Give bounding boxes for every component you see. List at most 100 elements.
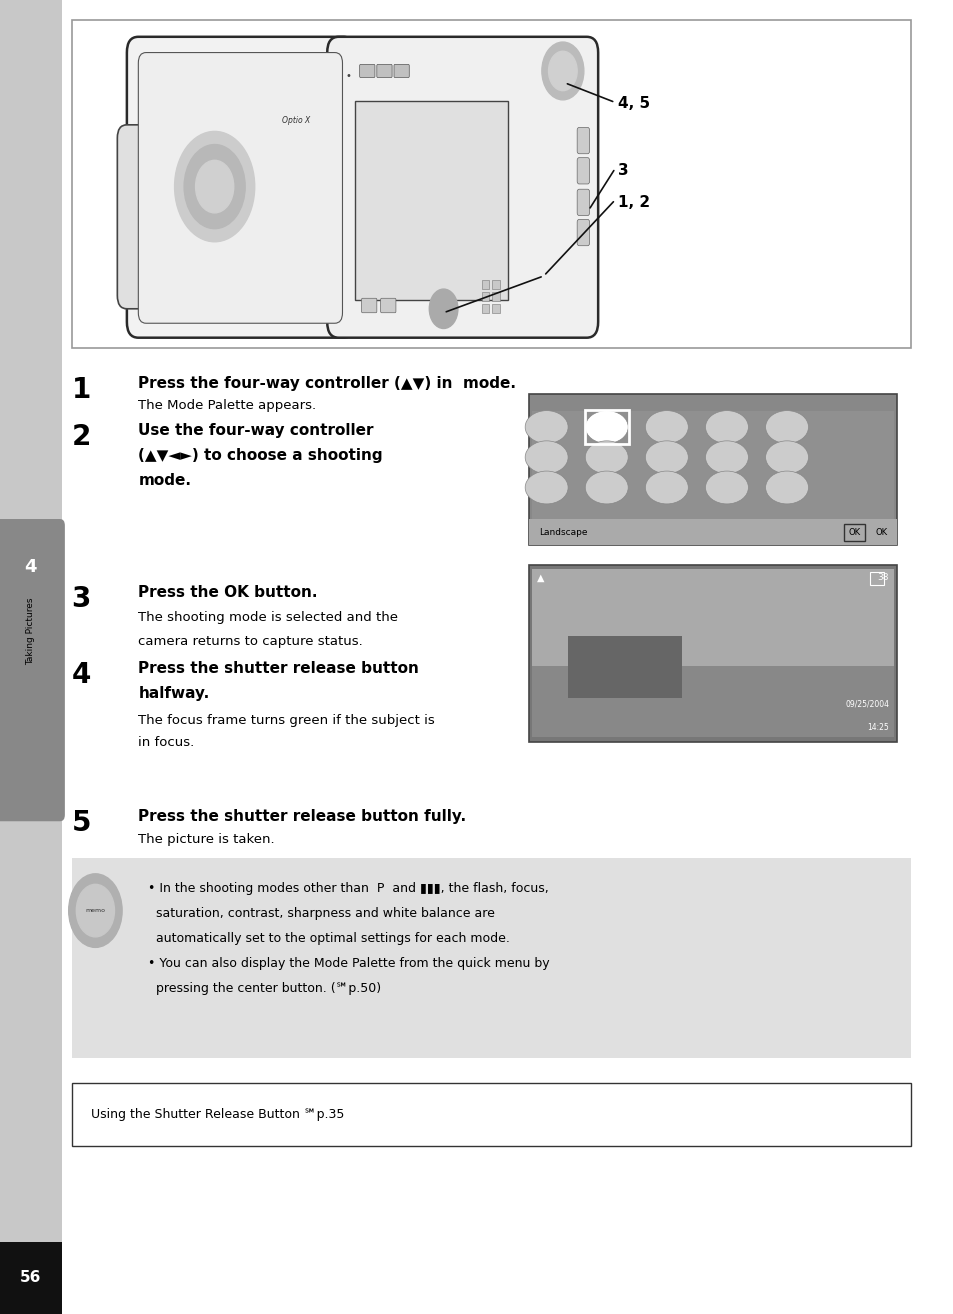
Text: Press the shutter release button fully.: Press the shutter release button fully. (138, 809, 466, 824)
Ellipse shape (525, 472, 568, 505)
FancyBboxPatch shape (359, 64, 375, 78)
Bar (532, 569, 893, 671)
Text: Use the four-way controller: Use the four-way controller (138, 423, 374, 438)
Text: automatically set to the optimal settings for each mode.: automatically set to the optimal setting… (148, 932, 509, 945)
FancyBboxPatch shape (577, 189, 589, 215)
Text: (▲▼◄►) to choose a shooting: (▲▼◄►) to choose a shooting (138, 448, 382, 463)
Text: The Mode Palette appears.: The Mode Palette appears. (138, 399, 316, 413)
Ellipse shape (585, 442, 628, 474)
Text: Landscape: Landscape (538, 528, 587, 536)
Text: 4, 5: 4, 5 (618, 96, 650, 112)
Bar (0, 1242, 62, 1314)
FancyBboxPatch shape (355, 101, 508, 300)
FancyBboxPatch shape (361, 298, 376, 313)
Circle shape (76, 884, 114, 937)
Text: • In the shooting modes other than  P  and ▮▮▮, the flash, focus,: • In the shooting modes other than P and… (148, 882, 548, 895)
Text: 14:25: 14:25 (866, 723, 888, 732)
Bar (584, 410, 628, 444)
Ellipse shape (764, 442, 808, 474)
Ellipse shape (704, 411, 748, 444)
Circle shape (541, 42, 583, 100)
Circle shape (429, 289, 457, 328)
Bar (481, 292, 489, 301)
Text: 3: 3 (71, 585, 91, 612)
Text: OK: OK (848, 528, 860, 536)
Text: Press the shutter release button: Press the shutter release button (138, 661, 418, 675)
Text: Optio X: Optio X (281, 117, 310, 125)
Bar (532, 666, 893, 737)
Ellipse shape (764, 411, 808, 444)
Text: camera returns to capture status.: camera returns to capture status. (138, 635, 363, 648)
FancyBboxPatch shape (380, 298, 395, 313)
Text: 4: 4 (71, 661, 91, 689)
Bar (71, 858, 910, 1058)
Text: memo: memo (86, 908, 105, 913)
Bar (567, 636, 681, 698)
Bar (481, 304, 489, 313)
Text: Using the Shutter Release Button ℠p.35: Using the Shutter Release Button ℠p.35 (91, 1108, 344, 1121)
Bar (71, 1083, 910, 1146)
Ellipse shape (644, 472, 688, 505)
Text: 1, 2: 1, 2 (618, 194, 650, 210)
Text: 1: 1 (71, 376, 91, 403)
Text: •: • (345, 71, 351, 81)
Text: ▲: ▲ (537, 573, 544, 583)
FancyBboxPatch shape (117, 125, 157, 309)
Text: OK: OK (875, 528, 886, 536)
Circle shape (195, 160, 233, 213)
Circle shape (184, 145, 245, 229)
Text: halfway.: halfway. (138, 686, 210, 700)
Circle shape (69, 874, 122, 947)
Text: • You can also display the Mode Palette from the quick menu by: • You can also display the Mode Palette … (148, 957, 549, 970)
Text: The focus frame turns green if the subject is: The focus frame turns green if the subje… (138, 714, 435, 727)
Text: Press the four-way controller (▲▼) in  mode.: Press the four-way controller (▲▼) in mo… (138, 376, 516, 390)
FancyBboxPatch shape (138, 53, 342, 323)
Bar (529, 394, 896, 545)
Text: Taking Pictures: Taking Pictures (26, 598, 35, 665)
Bar (71, 20, 910, 348)
FancyBboxPatch shape (577, 219, 589, 246)
FancyBboxPatch shape (394, 64, 409, 78)
Ellipse shape (585, 411, 628, 444)
Text: The shooting mode is selected and the: The shooting mode is selected and the (138, 611, 398, 624)
FancyBboxPatch shape (376, 64, 392, 78)
Bar (0, 0, 62, 1314)
Bar (869, 572, 883, 585)
Text: 09/25/2004: 09/25/2004 (844, 699, 888, 708)
Bar (529, 519, 896, 545)
Bar (492, 280, 499, 289)
Ellipse shape (644, 411, 688, 444)
FancyBboxPatch shape (127, 37, 355, 338)
Bar (481, 280, 489, 289)
Text: 38: 38 (877, 573, 888, 582)
Bar (843, 524, 864, 541)
Text: 4: 4 (24, 558, 37, 577)
Ellipse shape (704, 442, 748, 474)
FancyBboxPatch shape (0, 519, 65, 821)
Text: 5: 5 (71, 809, 91, 837)
Ellipse shape (704, 472, 748, 505)
Text: pressing the center button. (℠p.50): pressing the center button. (℠p.50) (148, 982, 380, 995)
Text: in focus.: in focus. (138, 736, 194, 749)
Bar (492, 304, 499, 313)
Text: 3: 3 (618, 163, 628, 179)
Bar (529, 565, 896, 742)
Text: mode.: mode. (138, 473, 192, 487)
Text: The picture is taken.: The picture is taken. (138, 833, 274, 846)
Text: saturation, contrast, sharpness and white balance are: saturation, contrast, sharpness and whit… (148, 907, 495, 920)
Ellipse shape (585, 472, 628, 505)
Circle shape (548, 51, 577, 91)
Ellipse shape (644, 442, 688, 474)
Ellipse shape (525, 442, 568, 474)
FancyBboxPatch shape (327, 37, 598, 338)
Bar (492, 292, 499, 301)
Bar (532, 411, 893, 541)
FancyBboxPatch shape (577, 127, 589, 154)
Text: 2: 2 (71, 423, 91, 451)
Circle shape (174, 131, 254, 242)
Text: 56: 56 (20, 1271, 41, 1285)
FancyBboxPatch shape (577, 158, 589, 184)
Ellipse shape (525, 411, 568, 444)
Ellipse shape (764, 472, 808, 505)
Text: Press the OK button.: Press the OK button. (138, 585, 317, 599)
